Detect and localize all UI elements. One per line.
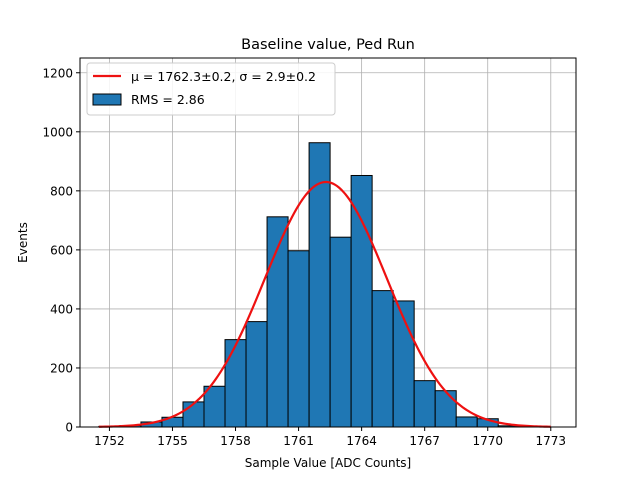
x-axis-label: Sample Value [ADC Counts] <box>245 456 411 470</box>
histogram-bar <box>371 290 394 428</box>
chart-title: Baseline value, Ped Run <box>241 37 415 53</box>
y-axis-label: Events <box>16 222 30 263</box>
y-tick-label: 600 <box>50 243 73 257</box>
legend: μ = 1762.3±0.2, σ = 2.9±0.2 RMS = 2.86 <box>86 62 336 116</box>
x-tick-label: 1764 <box>346 434 377 448</box>
legend-box <box>86 62 336 116</box>
histogram-bar <box>434 390 457 428</box>
histogram-bars <box>98 142 520 428</box>
y-tick-label: 200 <box>50 361 73 375</box>
x-tick-label: 1770 <box>472 434 503 448</box>
legend-rms-label: RMS = 2.86 <box>131 92 205 107</box>
fit-curve <box>98 180 551 428</box>
histogram-bar <box>224 339 247 428</box>
histogram-bar <box>455 416 478 428</box>
y-tick-label: 400 <box>50 302 73 316</box>
x-tick-label: 1758 <box>220 434 251 448</box>
x-tick-label: 1767 <box>409 434 440 448</box>
histogram-bar <box>350 174 373 428</box>
histogram-bar <box>287 250 310 428</box>
legend-rms-swatch <box>92 93 122 106</box>
x-tick-label: 1755 <box>157 434 188 448</box>
histogram-bar <box>413 380 436 428</box>
plot-frame <box>79 57 577 428</box>
x-axis-ticks: 1752 1755 1758 1761 1764 1767 1770 1773 <box>94 427 566 448</box>
legend-fit-label: μ = 1762.3±0.2, σ = 2.9±0.2 <box>131 69 316 84</box>
x-tick-label: 1752 <box>94 434 125 448</box>
x-tick-label: 1761 <box>283 434 314 448</box>
y-tick-label: 800 <box>50 184 73 198</box>
histogram-bar <box>182 401 205 428</box>
y-tick-label: 1200 <box>42 66 73 80</box>
histogram-bar <box>329 236 352 428</box>
x-tick-label: 1773 <box>536 434 567 448</box>
y-axis-ticks: 0 200 400 600 800 1000 1200 <box>42 66 80 435</box>
histogram-bar <box>245 321 268 428</box>
y-tick-label: 1000 <box>42 125 73 139</box>
y-tick-label: 0 <box>65 421 73 435</box>
gaussian-fit <box>98 180 551 428</box>
histogram-bar <box>203 385 226 428</box>
histogram-bar <box>308 142 331 428</box>
